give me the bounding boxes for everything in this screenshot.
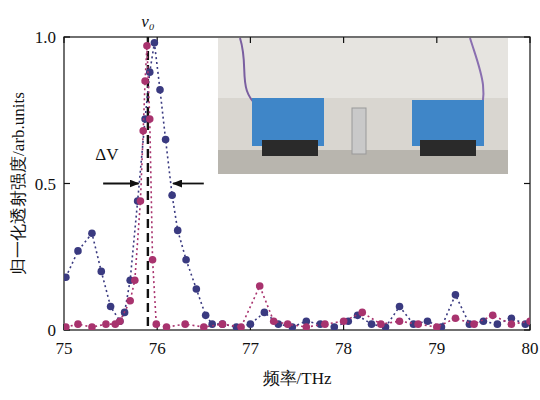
y-tick-label: 0 xyxy=(48,321,57,340)
x-axis-title: 频率/THz xyxy=(263,369,332,388)
x-tick-label: 75 xyxy=(56,339,73,358)
data-point xyxy=(131,276,139,284)
data-point xyxy=(74,247,82,255)
data-point xyxy=(139,127,147,135)
data-point xyxy=(149,256,157,264)
data-point xyxy=(116,317,124,325)
x-tick-label: 80 xyxy=(522,339,539,358)
data-point xyxy=(102,320,110,328)
data-point xyxy=(219,320,227,328)
data-point xyxy=(116,317,124,325)
data-point xyxy=(321,320,329,328)
y-tick-label: 1.0 xyxy=(35,28,56,47)
data-point xyxy=(64,273,70,281)
data-point xyxy=(202,312,210,320)
data-point xyxy=(146,115,154,123)
data-point xyxy=(156,86,164,94)
plot-frame xyxy=(64,37,530,330)
x-tick-top xyxy=(529,37,530,43)
y-axis-title: 归一化透射强度/arb.units xyxy=(9,92,28,275)
data-point xyxy=(141,77,149,85)
data-point xyxy=(146,68,154,76)
data-point xyxy=(494,320,502,328)
data-point xyxy=(452,314,460,322)
data-point xyxy=(414,320,422,328)
data-point xyxy=(424,317,432,325)
y-tick-right xyxy=(524,36,530,37)
data-point xyxy=(508,320,516,328)
photo-mount xyxy=(262,140,318,156)
width-label: ΔV xyxy=(95,145,119,164)
x-tick-label: 79 xyxy=(428,339,445,358)
width-arrow xyxy=(173,183,204,185)
data-point xyxy=(368,320,376,328)
x-tick-top xyxy=(436,37,437,43)
data-point xyxy=(88,230,96,238)
photo-device xyxy=(252,98,324,146)
data-point xyxy=(396,317,404,325)
data-point xyxy=(303,323,311,330)
data-point xyxy=(340,317,348,325)
data-point xyxy=(237,323,245,330)
data-point xyxy=(137,197,145,205)
data-point xyxy=(284,320,292,328)
data-point xyxy=(64,323,70,330)
y-tick-right xyxy=(524,183,530,184)
data-point xyxy=(151,39,159,47)
photo-mount xyxy=(420,140,476,156)
data-point xyxy=(88,323,96,330)
x-tick-top xyxy=(63,37,64,43)
x-tick-label: 76 xyxy=(149,339,166,358)
data-point xyxy=(270,317,278,325)
x-tick-label: 78 xyxy=(335,339,352,358)
data-point xyxy=(330,323,338,330)
data-point xyxy=(358,309,366,317)
data-point xyxy=(247,320,255,328)
data-point xyxy=(143,42,151,50)
y-tick-right xyxy=(524,329,530,330)
data-point xyxy=(168,191,176,199)
data-point xyxy=(97,268,105,276)
width-arrow xyxy=(103,183,138,185)
data-point xyxy=(174,227,182,235)
data-point xyxy=(256,282,264,290)
data-point xyxy=(433,323,441,330)
data-point xyxy=(182,256,190,264)
plot-area xyxy=(64,37,530,330)
data-point xyxy=(452,291,460,299)
data-point xyxy=(396,303,404,311)
series-line xyxy=(66,43,525,327)
photo-sample xyxy=(352,108,366,154)
data-point xyxy=(200,323,208,330)
data-point xyxy=(193,285,201,293)
data-point xyxy=(470,320,478,328)
data-point xyxy=(181,320,189,328)
data-point xyxy=(489,312,497,320)
peak-label: ν₀ xyxy=(141,12,155,31)
y-tick xyxy=(64,36,70,37)
data-point xyxy=(261,309,269,317)
chart: 75 76 77 78 79 80 0 0.5 1.0 频率/THz 归一化透射强度/arb.uni… xyxy=(0,0,540,400)
x-tick-label: 77 xyxy=(242,339,260,358)
inset-photo xyxy=(218,38,508,174)
data-point xyxy=(107,303,115,311)
data-point xyxy=(152,320,160,328)
y-tick xyxy=(64,183,70,184)
data-point xyxy=(74,320,82,328)
data-point xyxy=(377,320,385,328)
data-point xyxy=(208,320,216,328)
y-tick-label: 0.5 xyxy=(35,175,56,194)
data-point xyxy=(126,297,134,305)
data-point xyxy=(219,320,227,328)
x-tick-top xyxy=(343,37,344,43)
x-tick-top xyxy=(250,37,251,43)
series-line xyxy=(66,46,530,327)
data-point xyxy=(162,136,170,144)
photo-wall xyxy=(218,38,508,98)
data-point xyxy=(526,317,530,325)
photo-device xyxy=(412,100,484,146)
data-point xyxy=(163,323,171,330)
photo-bg xyxy=(218,38,508,174)
